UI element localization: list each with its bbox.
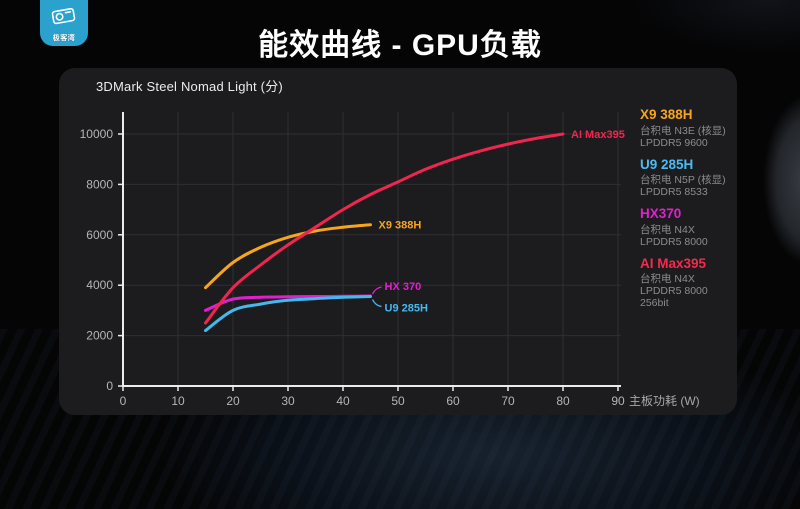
y-tick-label: 2000 (86, 329, 113, 343)
legend-detail: 台积电 N5P (核显) (640, 174, 726, 186)
efficiency-chart: 0 10 20 30 40 50 60 70 80 90 0 2000 4000 6000 8000 1000… (80, 112, 700, 408)
chart-legend: X9 388H 台积电 N3E (核显) LPDDR5 9600 U9 285H… (640, 108, 775, 309)
chart-title: 3DMark Steel Nomad Light (分) (96, 79, 283, 94)
curve-label-u9-285h: U9 285H (385, 303, 428, 315)
camera-icon (49, 5, 79, 32)
x-axis-label: 主板功耗 (W) (629, 394, 700, 408)
curve-x9-388h (204, 223, 372, 290)
geekerwan-logo: 极客湾 (40, 0, 88, 46)
legend-detail: 台积电 N4X (640, 223, 695, 236)
curve-u9-285h (204, 295, 372, 333)
legend-name: X9 388H (640, 107, 693, 122)
curve-label-hx370: HX 370 (385, 281, 422, 293)
x-tick-label: 10 (171, 394, 185, 408)
x-tick-label: 90 (611, 394, 625, 408)
x-tick-label: 60 (446, 394, 460, 408)
legend-detail: LPDDR5 8000 (640, 235, 708, 248)
x-tick-label: 40 (336, 394, 350, 408)
legend-detail: LPDDR5 8000 (640, 285, 708, 297)
chart-panel: 3DMark Steel Nomad Light (分) 0 10 20 30 40 50… (59, 68, 737, 415)
legend-item-hx370: HX370 台积电 N4X LPDDR5 8000 (640, 207, 775, 248)
legend-detail: LPDDR5 9600 (640, 136, 708, 149)
y-tick-label: 4000 (86, 278, 113, 292)
x-tick-label: 20 (226, 394, 240, 408)
x-tick-label: 70 (501, 394, 515, 408)
logo-brand-text: 极客湾 (52, 35, 76, 42)
legend-name: U9 285H (640, 156, 694, 172)
curve-label-hx370-bracket (371, 286, 382, 295)
legend-item-ai-max395: AI Max395 台积电 N4X LPDDR5 8000 256bit (640, 255, 775, 309)
legend-name: AI Max395 (640, 255, 707, 271)
y-tick-label: 0 (106, 379, 113, 393)
curve-label-u9-285h-bracket (371, 299, 382, 308)
curve-ai-max395 (204, 132, 565, 325)
y-tick-label: 8000 (86, 177, 113, 191)
legend-item-x9-388h: X9 388H 台积电 N3E (核显) LPDDR5 9600 (640, 108, 775, 149)
legend-detail: 256bit (640, 297, 669, 309)
legend-detail: 台积电 N4X (640, 273, 695, 285)
x-tick-label: 0 (120, 394, 127, 408)
x-tick-label: 80 (556, 394, 570, 408)
y-tick-label: 10000 (80, 127, 114, 141)
y-tick-label: 6000 (86, 228, 113, 242)
curve-label-ai-max395: AI Max395 (571, 129, 625, 141)
curve-label-x9-388h: X9 388H (379, 220, 422, 232)
page-title: 能效曲线 - GPU负载 (258, 29, 542, 62)
legend-item-u9-285h: U9 285H 台积电 N5P (核显) LPDDR5 8533 (640, 156, 775, 198)
x-tick-label: 50 (391, 394, 405, 408)
legend-detail: LPDDR5 8533 (640, 186, 708, 198)
x-tick-label: 30 (281, 394, 295, 408)
legend-detail: 台积电 N3E (核显) (640, 124, 726, 137)
legend-name: HX370 (640, 206, 682, 221)
